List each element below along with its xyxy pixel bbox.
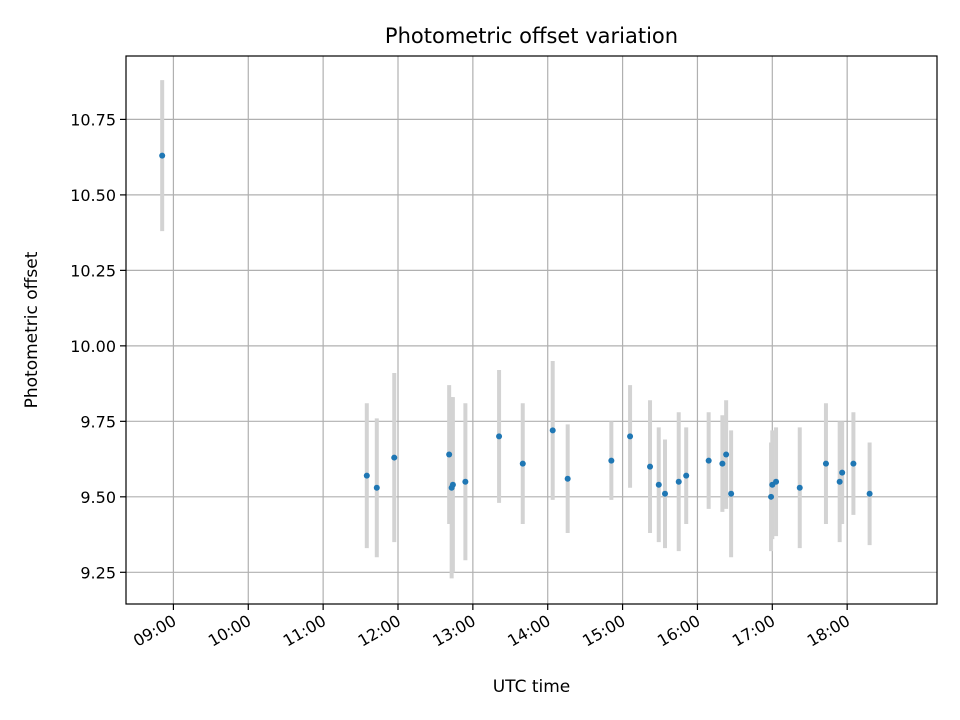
data-point [822,460,829,467]
data-point [449,481,456,488]
data-point [462,478,469,485]
data-point [496,433,503,440]
data-point [662,490,669,497]
data-point [373,484,380,491]
data-points [159,152,873,500]
data-point [850,460,857,467]
data-point [839,469,846,476]
y-tick-label: 10.75 [70,110,116,129]
data-point [627,433,634,440]
data-point [723,451,730,458]
data-point [728,490,735,497]
x-axis-label: UTC time [493,677,571,697]
data-point [773,478,780,485]
data-point [519,460,526,467]
y-tick-label: 10.50 [70,186,116,205]
data-point [705,457,712,464]
y-axis-label: Photometric offset [22,251,42,408]
data-point [866,490,873,497]
plot-frame [125,55,938,605]
y-tick-label: 10.00 [70,337,116,356]
data-point [159,152,166,159]
data-point [363,472,370,479]
y-tick-label: 9.50 [80,488,116,507]
data-point [549,427,556,434]
data-point [675,478,682,485]
data-point [391,454,398,461]
data-point [719,460,726,467]
data-point [768,493,775,500]
data-point [564,475,571,482]
data-point [608,457,615,464]
data-point [446,451,453,458]
data-point [683,472,690,479]
data-point [836,478,843,485]
data-point [796,484,803,491]
grid [126,56,937,604]
data-point [647,463,654,470]
chart-title: Photometric offset variation [385,24,678,48]
y-tick-label: 10.25 [70,261,116,280]
y-tick-label: 9.25 [80,563,116,582]
y-axis-ticks: 9.25 9.50 9.75 10.00 10.25 10.50 10.75 [70,110,126,582]
data-point [655,481,662,488]
y-tick-label: 9.75 [80,412,116,431]
